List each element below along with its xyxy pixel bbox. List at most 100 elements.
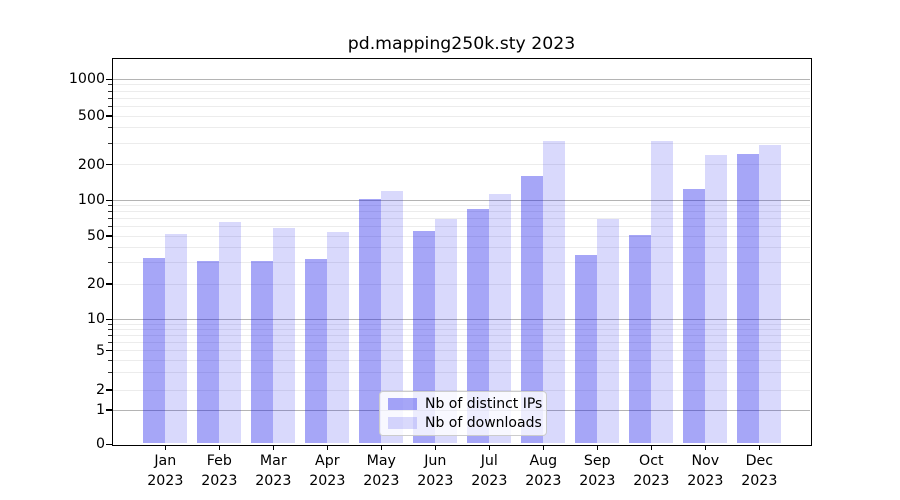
x-tick-label-year: 2023 (147, 472, 184, 489)
y-minor-tick (108, 328, 112, 330)
y-tick-label: 50 (86, 228, 105, 244)
y-minor-tick (108, 247, 112, 249)
x-tick-label-month: Jul (480, 453, 498, 469)
x-tick-label: May 2023 (350, 452, 412, 491)
y-tick (105, 409, 112, 411)
y-minor-tick (108, 142, 112, 144)
y-minor-tick (108, 84, 112, 86)
gridline-minor (113, 90, 810, 92)
legend-label-downloads: Nb of downloads (425, 415, 542, 431)
x-tick-label-year: 2023 (741, 472, 778, 489)
x-tick-label-month: Nov (691, 453, 720, 469)
gridline-minor (113, 97, 810, 99)
bar-downloads-apr (327, 232, 350, 444)
gridline-minor (113, 350, 810, 351)
y-minor-tick (108, 341, 112, 343)
y-tick-label: 500 (77, 108, 105, 124)
gridline-minor (113, 218, 810, 220)
x-tick-label-year: 2023 (417, 472, 454, 489)
bar-distinct-ips-may (359, 199, 382, 444)
x-tick (218, 445, 221, 450)
y-minor-tick (108, 90, 112, 92)
gridline-minor (113, 372, 810, 374)
bar-distinct-ips-mar (251, 261, 274, 444)
gridline-minor (113, 115, 810, 117)
y-minor-tick (108, 372, 112, 374)
y-minor-tick (108, 323, 112, 325)
x-tick-label: Aug 2023 (512, 452, 574, 491)
x-tick-label-month: Sep (583, 453, 611, 469)
y-minor-tick (108, 218, 112, 220)
y-minor-tick (108, 105, 112, 107)
gridline-minor (113, 341, 810, 343)
x-tick (488, 445, 491, 450)
x-tick-label: Jan 2023 (134, 452, 196, 491)
y-tick (105, 349, 112, 352)
gridline-minor (113, 84, 810, 86)
x-tick (758, 445, 761, 450)
x-tick-label: Jul 2023 (458, 452, 520, 491)
chart-title: pd.mapping250k.sty 2023 (347, 34, 576, 54)
y-minor-tick (108, 205, 112, 207)
legend-item-distinct-ips: Nb of distinct IPs (388, 396, 542, 412)
y-tick-label: 10 (86, 311, 105, 328)
x-tick (650, 445, 653, 450)
y-tick-label: 20 (86, 276, 105, 292)
bar-downloads-dec (759, 144, 782, 444)
x-tick-label-month: Feb (206, 453, 232, 469)
gridline-minor (113, 127, 810, 129)
x-tick-label: Apr 2023 (296, 452, 358, 491)
x-tick-label-year: 2023 (633, 472, 670, 489)
x-tick-label: Jun 2023 (404, 452, 466, 491)
x-tick (704, 445, 707, 450)
x-tick-label-year: 2023 (525, 472, 562, 489)
y-tick-label: 0 (95, 436, 105, 453)
bar-distinct-ips-nov (683, 188, 706, 444)
x-tick-label: Dec 2023 (728, 452, 790, 491)
y-tick (105, 283, 112, 285)
bar-distinct-ips-sep (575, 254, 598, 444)
x-tick-label-year: 2023 (363, 472, 400, 489)
gridline-minor (113, 164, 810, 166)
y-minor-tick (108, 211, 112, 213)
gridline-minor (113, 283, 810, 285)
y-tick (105, 115, 112, 117)
y-tick-label: 2 (95, 382, 105, 398)
x-tick-label-month: Dec (745, 453, 774, 469)
y-tick (105, 389, 112, 391)
gridline-minor (113, 262, 810, 264)
bar-downloads-nov (705, 155, 728, 444)
gridline-minor (113, 211, 810, 213)
y-minor-tick (108, 226, 112, 228)
legend-swatch-downloads (388, 417, 417, 429)
bar-downloads-feb (219, 222, 242, 444)
bar-downloads-jun (435, 219, 458, 444)
x-tick-label-year: 2023 (255, 472, 292, 489)
legend-swatch-distinct-ips (388, 398, 417, 410)
x-tick (434, 445, 437, 450)
y-tick-label: 1000 (68, 71, 105, 88)
gridline-minor (113, 247, 810, 249)
x-tick (596, 445, 599, 450)
bar-downloads-may (381, 190, 404, 444)
legend-item-downloads: Nb of downloads (388, 415, 542, 431)
gridline-major (113, 318, 810, 320)
y-minor-tick (108, 97, 112, 99)
bar-distinct-ips-jan (143, 257, 166, 444)
x-tick (164, 445, 167, 450)
y-tick (105, 318, 112, 321)
bar-distinct-ips-aug (521, 176, 544, 444)
y-tick (105, 78, 112, 81)
bar-downloads-jan (165, 233, 188, 444)
x-tick-label-year: 2023 (579, 472, 616, 489)
x-tick-label-month: Oct (639, 453, 664, 469)
gridline-major (113, 78, 810, 80)
x-tick-label-month: Aug (529, 453, 558, 469)
bar-downloads-sep (597, 218, 620, 444)
bar-distinct-ips-dec (737, 153, 760, 444)
x-tick-label-year: 2023 (309, 472, 346, 489)
legend: Nb of distinct IPs Nb of downloads (379, 391, 547, 436)
bar-distinct-ips-apr (305, 259, 328, 444)
